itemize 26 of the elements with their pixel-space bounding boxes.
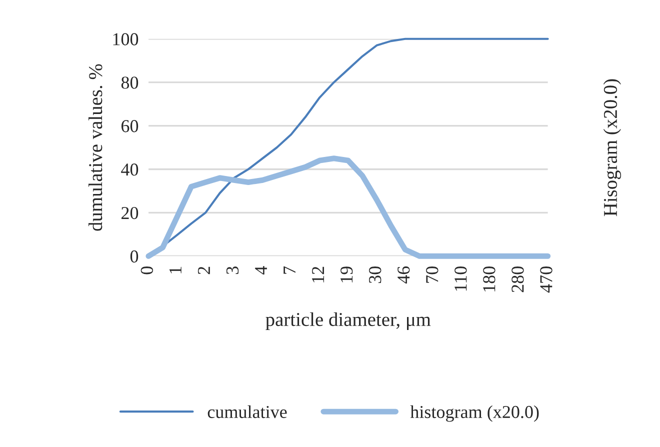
x-tick-label: 180	[483, 266, 496, 292]
legend-label: histogram (x20.0)	[410, 405, 539, 422]
y-tick-label: 40	[121, 163, 138, 176]
x-tick-label: 12	[312, 266, 324, 282]
y-axis-title: dumulative values. %	[88, 64, 102, 231]
x-tick-label: 0	[140, 266, 154, 274]
x-tick-label: 1	[169, 266, 182, 274]
y-tick-label: 100	[113, 33, 138, 46]
x-tick-label: 3	[226, 266, 239, 274]
x-tick-label: 470	[540, 266, 552, 293]
x-tick-label: 30	[369, 266, 382, 284]
x-tick-label: 19	[340, 266, 353, 282]
x-tick-label: 110	[454, 266, 467, 291]
x-axis-title: particle diameter, μm	[266, 312, 431, 330]
x-tick-label: 7	[284, 266, 296, 274]
x-tick-label: 46	[398, 266, 410, 284]
x-tick-label: 280	[512, 266, 524, 292]
x-tick-label: 2	[198, 266, 210, 274]
x-tick-label: 4	[255, 266, 267, 275]
y-tick-label: 60	[122, 120, 138, 132]
y2-axis-title: Hisogram (x20.0)	[603, 79, 622, 216]
x-tick-label: 70	[426, 266, 438, 283]
y-tick-label: 0	[130, 250, 138, 263]
legend-label: cumulative	[208, 405, 287, 418]
y-tick-label: 20	[122, 206, 138, 220]
y-tick-label: 80	[121, 76, 138, 89]
